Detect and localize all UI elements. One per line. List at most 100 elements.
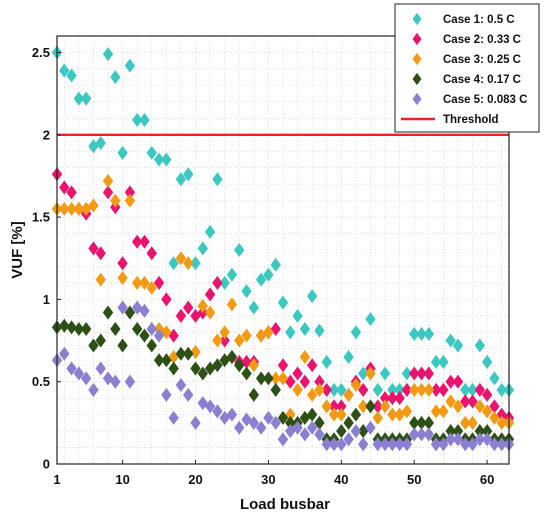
data-point: [321, 437, 332, 452]
data-point: [467, 382, 478, 397]
data-point: [336, 407, 347, 422]
data-point: [474, 432, 486, 447]
data-point: [357, 399, 369, 414]
data-point: [197, 241, 209, 256]
data-point: [460, 382, 471, 397]
data-point: [474, 382, 486, 397]
data-point: [438, 382, 449, 397]
data-point: [394, 437, 405, 452]
data-point: [489, 371, 500, 386]
series-2: [51, 167, 515, 425]
data-point: [219, 325, 230, 340]
data-point: [423, 366, 435, 381]
data-point: [95, 135, 106, 151]
data-point: [357, 366, 369, 381]
data-point: [489, 399, 500, 414]
data-point: [379, 366, 391, 381]
legend-marker: [412, 52, 422, 66]
data-point: [139, 234, 150, 249]
data-point: [234, 242, 245, 258]
data-point: [401, 404, 413, 419]
data-point: [80, 91, 92, 106]
y-axis-label: VUF [%]: [9, 221, 26, 279]
y-tick-label: 1.5: [32, 210, 50, 225]
data-point: [59, 180, 70, 195]
data-point: [336, 437, 347, 452]
data-point: [219, 333, 230, 348]
grid: [57, 36, 509, 464]
x-tick-label: 10: [115, 472, 129, 487]
data-point: [139, 112, 150, 127]
data-point: [430, 404, 442, 419]
data-point: [387, 407, 398, 422]
x-tick-label: 50: [407, 472, 421, 487]
data-point: [401, 382, 413, 397]
data-point: [95, 361, 106, 376]
data-point: [139, 303, 150, 318]
data-point: [365, 366, 376, 381]
data-point: [460, 394, 471, 409]
data-point: [445, 424, 456, 439]
data-point: [481, 432, 493, 447]
data-point: [73, 366, 85, 381]
data-point: [95, 246, 106, 261]
data-point: [161, 387, 172, 402]
data-point: [219, 275, 230, 290]
x-axis-label: Load busbar: [240, 496, 330, 513]
series-3: [51, 173, 515, 430]
data-point: [481, 424, 493, 439]
data-point: [175, 377, 187, 393]
data-point: [204, 287, 216, 302]
plot-frame: [56, 35, 510, 465]
data-point: [277, 410, 289, 425]
y-tick-label: 0.5: [32, 374, 50, 389]
data-point: [409, 415, 420, 430]
data-point: [394, 382, 405, 397]
data-point: [131, 321, 143, 337]
data-point: [248, 415, 260, 430]
data-point: [161, 152, 172, 167]
data-point: [102, 173, 114, 188]
data-point: [314, 382, 325, 397]
data-point: [350, 407, 362, 422]
data-point: [387, 382, 398, 397]
data-point: [496, 437, 507, 452]
data-point: [168, 349, 179, 365]
data-point: [409, 366, 420, 381]
data-point: [314, 323, 325, 338]
data-point: [409, 427, 420, 442]
data-point: [285, 415, 296, 430]
data-point: [66, 201, 77, 216]
data-point: [124, 58, 136, 73]
data-point: [474, 424, 486, 439]
data-point: [430, 354, 442, 369]
data-point: [80, 201, 92, 216]
data-point: [438, 354, 449, 369]
data-point: [110, 193, 121, 208]
data-point: [117, 338, 128, 353]
data-point: [73, 201, 85, 216]
data-point: [168, 361, 179, 376]
data-point: [183, 167, 194, 182]
data-point: [445, 333, 456, 348]
data-point: [314, 374, 325, 389]
data-point: [190, 345, 201, 360]
data-point: [241, 284, 252, 299]
data-point: [321, 399, 332, 414]
data-point: [481, 354, 493, 369]
data-point: [321, 382, 332, 397]
data-point: [409, 382, 420, 397]
data-point: [365, 399, 376, 414]
y-tick-label: 1: [43, 292, 50, 307]
data-point: [350, 424, 362, 439]
legend-label: Case 5: 0.083 C: [443, 94, 527, 106]
data-point: [292, 420, 303, 435]
data-point: [299, 374, 311, 389]
data-point: [438, 404, 449, 419]
data-point: [467, 415, 478, 430]
data-point: [226, 349, 238, 365]
legend-label: Case 4: 0.17 C: [443, 74, 521, 86]
data-point: [423, 382, 435, 397]
data-point: [59, 201, 70, 216]
data-point: [102, 371, 114, 386]
